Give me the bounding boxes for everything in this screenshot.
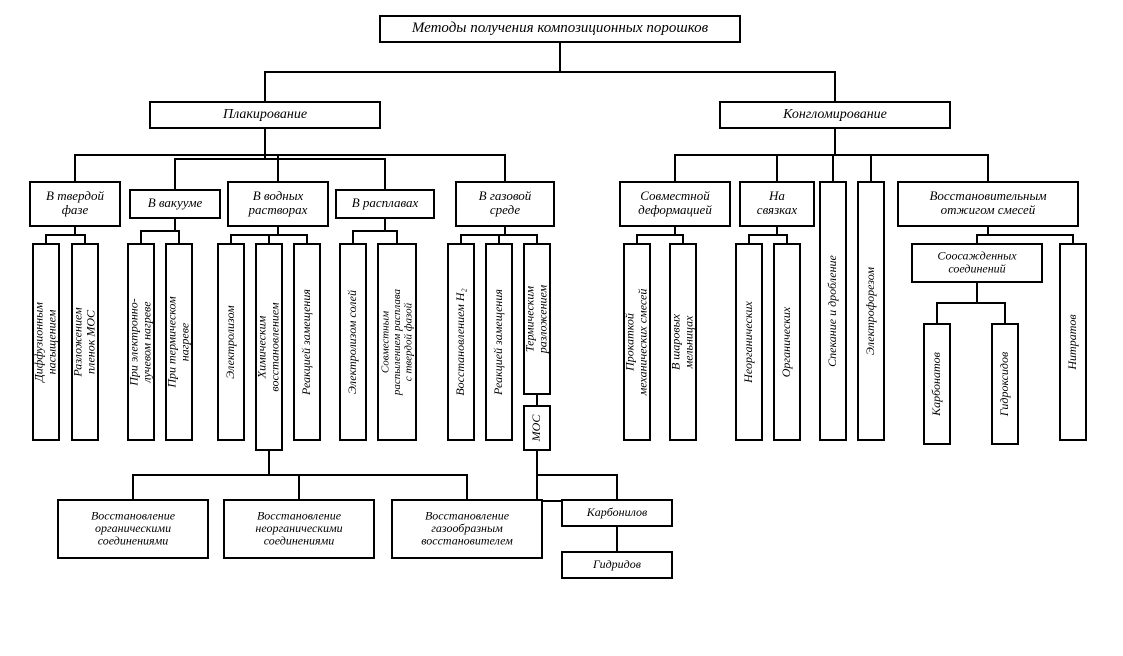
edge-aq-chem (269, 226, 278, 244)
node-label-h2: Восстановлением Н₂ (453, 288, 467, 395)
node-gas: В газовойсреде (456, 182, 554, 226)
node-sinter: Спекание и дробление (820, 182, 846, 440)
node-inorg: Неорганических (736, 244, 762, 440)
node-hydride: Гидридов (562, 552, 672, 578)
edge-coprec-hydr (977, 282, 1005, 324)
edge-kong-bind (777, 128, 835, 182)
node-diff: Диффузионнымнасыщением (31, 244, 59, 440)
node-coprec: Соосажденныхсоединений (912, 244, 1042, 282)
node-label-diff: Диффузионнымнасыщением (31, 302, 58, 383)
node-hydr: Гидроксидов (992, 324, 1018, 444)
edge-coprec-carbn (937, 282, 977, 324)
node-label-r_gas: Восстановлениегазообразнымвосстановителе… (421, 508, 513, 547)
node-roll: Прокаткоймеханических смесей (622, 244, 650, 440)
node-label-disp2: Реакцией замещения (491, 289, 505, 396)
node-disp: Реакцией замещения (294, 244, 320, 440)
node-label-melt: В расплавах (352, 195, 419, 210)
node-root: Методы получения композиционных порошков (380, 16, 740, 42)
edge-melt-esalt (353, 218, 385, 244)
node-carbn: Карбонатов (924, 324, 950, 444)
edge-kong-anneal (835, 128, 988, 182)
node-label-sinter: Спекание и дробление (825, 254, 839, 366)
edge-deform-roll (637, 226, 675, 244)
node-label-vac: В вакууме (148, 195, 203, 210)
node-anneal: Восстановительнымотжигом смесей (898, 182, 1078, 226)
node-esalt: Электролизом солей (340, 244, 366, 440)
node-label-ephor: Электрофорезом (863, 267, 877, 355)
edge-anneal-nitr (988, 226, 1073, 244)
node-r_org: Восстановлениеорганическимисоединениями (58, 500, 208, 558)
edge-solid-diff (46, 226, 75, 244)
node-aq: В водныхрастворах (228, 182, 328, 226)
node-carbonyl: Карбонилов (562, 500, 672, 526)
diagram-canvas: Методы получения композиционных порошков… (0, 0, 1123, 656)
node-chem: Химическимвосстановлением (254, 244, 282, 450)
node-label-deform: Совместнойдеформацией (638, 188, 712, 217)
node-label-plak: Плакирование (222, 107, 307, 122)
node-bind: Насвязках (740, 182, 814, 226)
node-label-esalt: Электролизом солей (345, 290, 359, 394)
node-label-ebeam: При электронно-лучевом нагреве (126, 298, 153, 387)
node-kong: Конгломирование (720, 102, 950, 128)
node-nitr: Нитратов (1060, 244, 1086, 440)
node-label-root: Методы получения композиционных порошков (411, 20, 709, 36)
node-label-r_inorg: Восстановлениенеорганическимисоединениям… (255, 508, 342, 547)
node-r_gas: Восстановлениегазообразнымвосстановителе… (392, 500, 542, 558)
node-label-org: Органических (779, 306, 793, 377)
node-tdec: Термическимразложением (522, 244, 550, 394)
node-label-r_org: Восстановлениеорганическимисоединениями (91, 508, 176, 547)
edge-root-kong (560, 42, 835, 102)
edge-root-plak (265, 42, 560, 102)
edge-plak-melt (265, 128, 385, 190)
node-label-aq: В водныхрастворах (248, 188, 308, 217)
node-solid: В твердойфазе (30, 182, 120, 226)
node-h2: Восстановлением Н₂ (448, 244, 474, 440)
node-label-carbonyl: Карбонилов (586, 505, 647, 519)
node-deform: Совместнойдеформацией (620, 182, 730, 226)
edge-plak-vac (175, 128, 265, 190)
node-label-elec: Электролизом (223, 305, 237, 379)
node-ebeam: При электронно-лучевом нагреве (126, 244, 154, 440)
edge-aq-disp (278, 226, 307, 244)
node-label-hydr: Гидроксидов (997, 352, 1011, 417)
edge-vac-therm (175, 218, 179, 244)
edge-chem-r_org (133, 450, 269, 500)
node-vac: В вакууме (130, 190, 220, 218)
node-label-kong: Конгломирование (782, 107, 887, 122)
edge-melt-spray (385, 218, 397, 244)
node-label-tdec: Термическимразложением (522, 284, 549, 354)
edge-mos2-carbonyl (537, 450, 617, 500)
node-org: Органических (774, 244, 800, 440)
edge-solid-mos (75, 226, 85, 244)
node-label-coprec: Соосажденныхсоединений (937, 248, 1017, 275)
node-melt: В расплавах (336, 190, 434, 218)
node-label-inorg: Неорганических (741, 301, 755, 384)
node-label-hydride: Гидридов (592, 557, 641, 571)
edge-deform-ball (675, 226, 683, 244)
node-ephor: Электрофорезом (858, 182, 884, 440)
edge-plak-solid (75, 128, 265, 182)
node-plak: Плакирование (150, 102, 380, 128)
node-r_inorg: Восстановлениенеорганическимисоединениям… (224, 500, 374, 558)
node-label-anneal: Восстановительнымотжигом смесей (929, 188, 1046, 217)
node-spray: Совместнымраспылением расплавас твердой … (378, 244, 416, 440)
node-ball: В шаровыхмельницах (668, 244, 696, 440)
node-label-nitr: Нитратов (1065, 314, 1079, 370)
node-label-disp: Реакцией замещения (299, 289, 313, 396)
edge-vac-ebeam (141, 218, 175, 244)
node-label-ball: В шаровыхмельницах (668, 313, 695, 370)
node-elec: Электролизом (218, 244, 244, 440)
edge-anneal-coprec (977, 226, 988, 244)
nodes-layer: Методы получения композиционных порошков… (30, 16, 1086, 578)
node-label-mos2: МОС (529, 414, 543, 443)
node-disp2: Реакцией замещения (486, 244, 512, 440)
node-mos2: МОС (524, 406, 550, 450)
edge-bind-inorg (749, 226, 777, 244)
edge-bind-org (777, 226, 787, 244)
edge-gas-tdec (505, 226, 537, 244)
node-therm: При термическомнагреве (164, 244, 192, 440)
node-mos: Разложениемпленок МОС (70, 244, 98, 440)
node-label-mos: Разложениемпленок МОС (70, 307, 97, 378)
node-label-carbn: Карбонатов (929, 352, 943, 417)
